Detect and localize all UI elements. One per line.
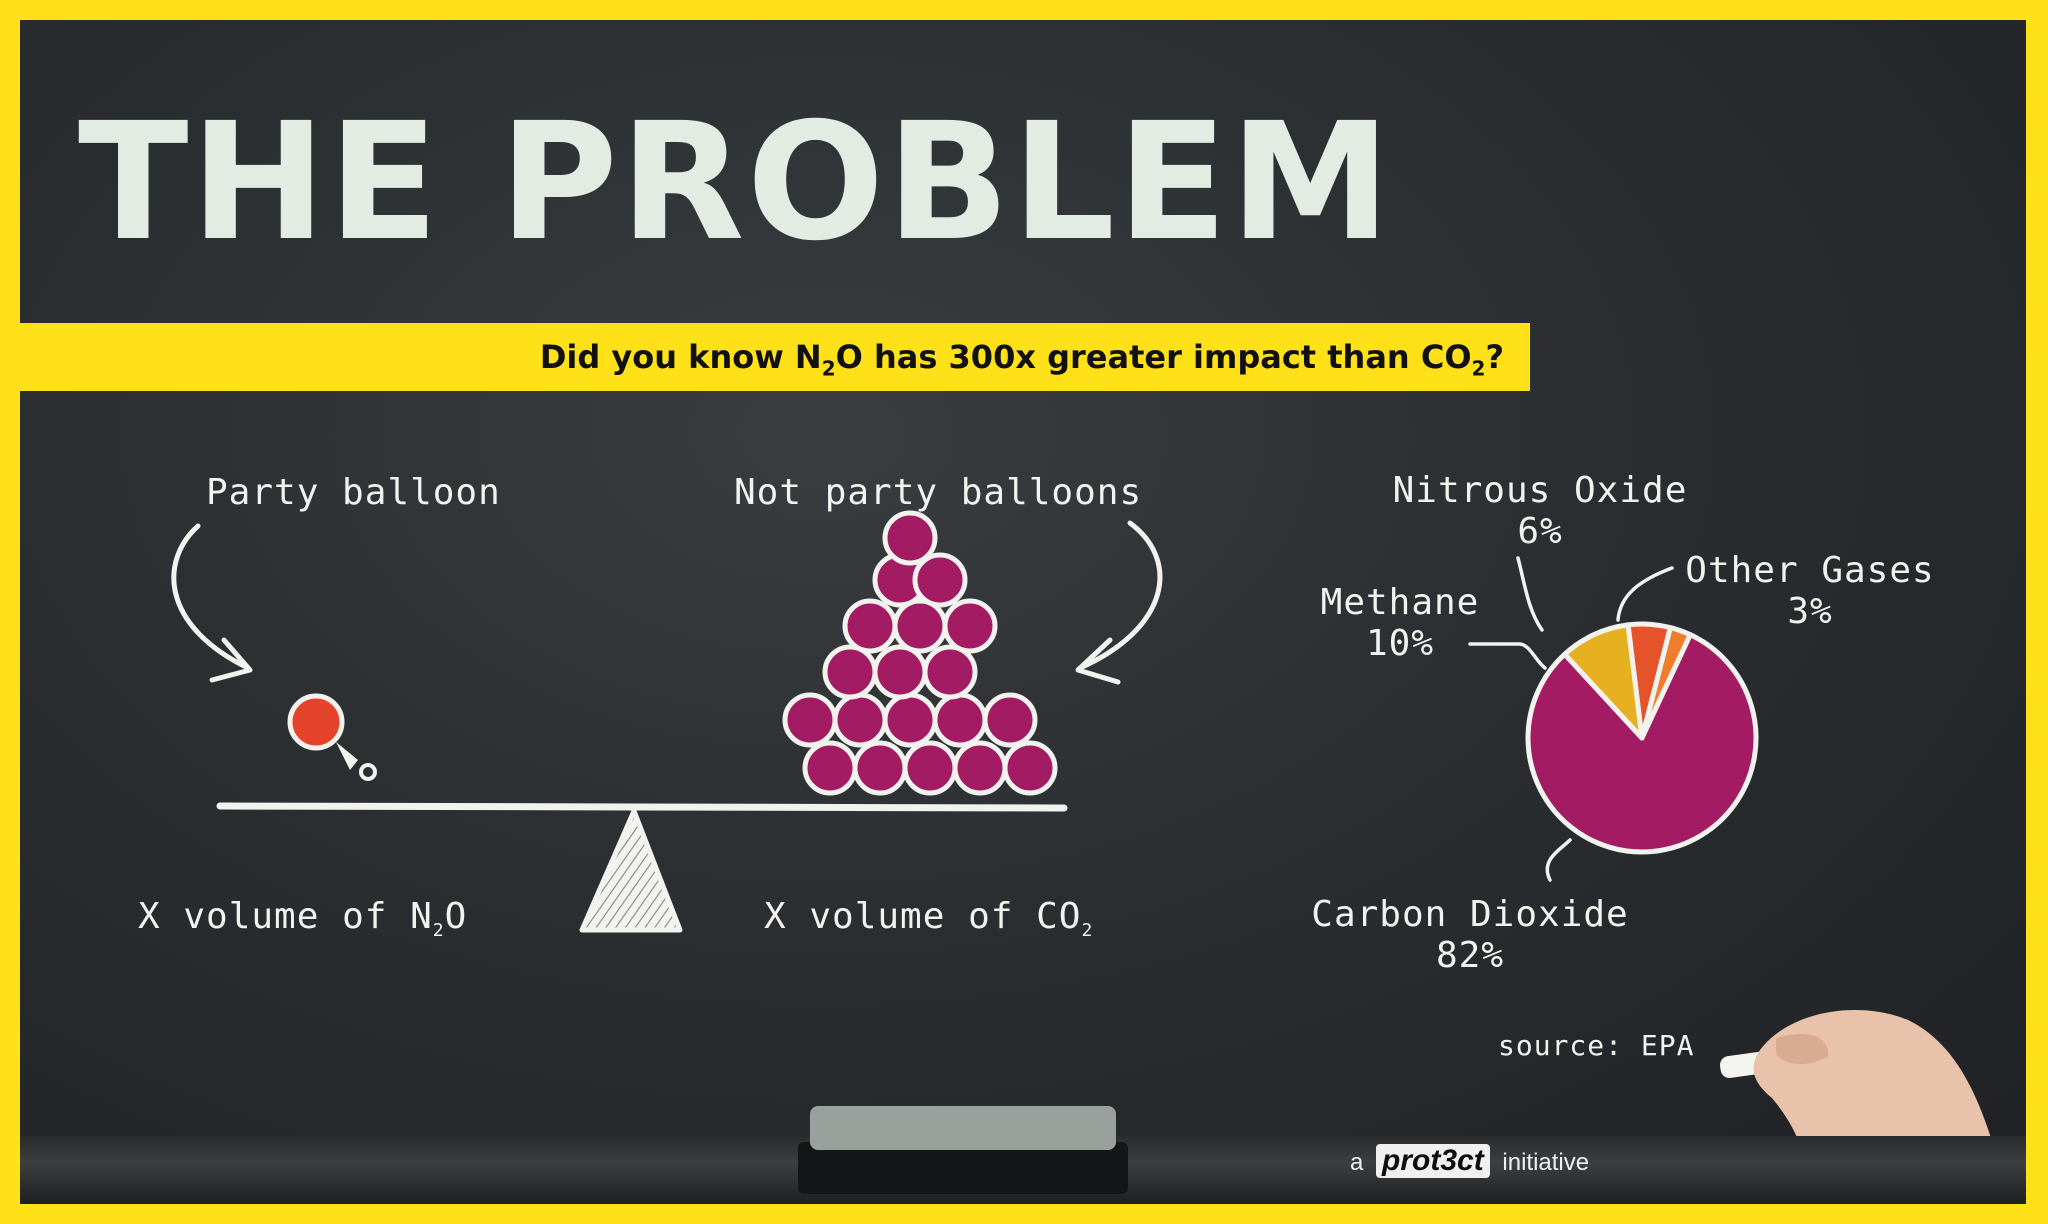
initiative-credit: a prot3ct initiative — [1350, 1144, 1589, 1180]
purple-balloon-icon — [922, 644, 978, 700]
chalkboard: THE PROBLEM Did you know N2O has 300x gr… — [20, 20, 2026, 1204]
fact-banner: Did you know N2O has 300x greater impact… — [20, 323, 1530, 391]
pie-label-nitrous-oxide: Nitrous Oxide 6% — [1390, 470, 1690, 553]
pie-slice-nitrous-oxide — [1625, 621, 1673, 741]
label-not-party-balloons: Not party balloons — [734, 472, 1143, 513]
pie-label-name: Carbon Dioxide — [1311, 894, 1629, 935]
purple-balloon-icon — [892, 598, 948, 654]
red-balloon-icon — [287, 693, 377, 781]
label-party-balloon: Party balloon — [206, 472, 501, 513]
pie-label-name: Other Gases — [1685, 550, 1935, 591]
pie-label-value: 10% — [1365, 623, 1435, 665]
fact-banner-text: Did you know N2O has 300x greater impact… — [539, 338, 1504, 381]
eraser-icon — [798, 1106, 1128, 1194]
source-note: source: EPA — [1498, 1029, 1695, 1062]
purple-balloon-icon — [872, 644, 928, 700]
prot3ct-logo: prot3ct — [1376, 1144, 1490, 1178]
purple-balloon-icon — [782, 692, 838, 748]
pie-label-value: 3% — [1787, 591, 1833, 633]
purple-balloon-icon — [802, 740, 858, 796]
pie-slice-carbon-dioxide — [1525, 632, 1759, 855]
pie-label-value: 82% — [1435, 935, 1505, 977]
pie-label-carbon-dioxide: Carbon Dioxide 82% — [1310, 894, 1630, 977]
purple-balloon-icon — [842, 598, 898, 654]
purple-balloon-icon — [932, 692, 988, 748]
purple-balloon-icon — [832, 692, 888, 748]
purple-balloon-icon — [882, 692, 938, 748]
purple-balloon-icon — [942, 598, 998, 654]
purple-balloon-icon — [982, 692, 1038, 748]
credit-prefix: a — [1350, 1149, 1364, 1176]
purple-balloon-icon — [852, 740, 908, 796]
leader-carbon-dioxide — [1545, 838, 1572, 882]
seesaw-plank — [216, 802, 1068, 812]
pie-label-name: Methane — [1320, 582, 1480, 623]
emissions-pie-chart — [1525, 621, 1759, 855]
label-co2-volume: X volume of CO2 — [764, 896, 1094, 942]
purple-balloon-icon — [912, 552, 968, 608]
purple-balloon-icon — [952, 740, 1008, 796]
pie-label-value: 6% — [1517, 511, 1563, 553]
curved-arrow-left-icon — [171, 523, 251, 671]
label-n2o-volume: X volume of N2O — [138, 896, 468, 942]
pie-label-methane: Methane 10% — [1290, 582, 1510, 665]
purple-balloon-icon — [902, 740, 958, 796]
purple-balloon-icon — [882, 510, 938, 566]
leader-other-gases — [1616, 566, 1674, 622]
pie-label-other-gases: Other Gases 3% — [1660, 550, 1960, 633]
credit-suffix: initiative — [1502, 1149, 1590, 1176]
fulcrum-icon — [579, 808, 683, 933]
page-title: THE PROBLEM — [78, 89, 1393, 277]
purple-balloon-icon — [1002, 740, 1058, 796]
purple-balloon-pile — [782, 510, 1058, 796]
leader-nitrous-oxide — [1516, 556, 1544, 632]
leader-methane — [1468, 642, 1547, 670]
curved-arrow-right-icon — [1077, 520, 1163, 671]
purple-balloon-icon — [822, 644, 878, 700]
pie-label-name: Nitrous Oxide — [1392, 470, 1688, 511]
